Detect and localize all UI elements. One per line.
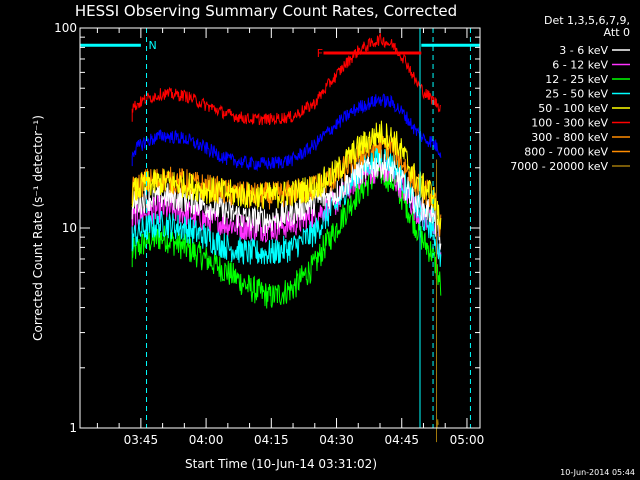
plot-area: N F 1 10 100 03:45 04:00 04:15 04:30 04:45 05:00 bbox=[54, 21, 484, 447]
x-tick-label: 04:00 bbox=[189, 433, 224, 447]
legend-label-0: 3 - 6 keV bbox=[559, 44, 608, 57]
chart-title: HESSI Observing Summary Count Rates, Cor… bbox=[75, 2, 457, 20]
series-line-7 bbox=[131, 93, 442, 172]
y-tick-label: 1 bbox=[69, 421, 77, 435]
footer-timestamp: 10-Jun-2014 05:44 bbox=[560, 468, 635, 477]
annotation-label-0: N bbox=[149, 39, 157, 52]
series-line-2 bbox=[131, 158, 442, 309]
x-tick-label: 03:45 bbox=[124, 433, 159, 447]
series-line-1 bbox=[131, 157, 442, 262]
series-line-4 bbox=[131, 120, 442, 230]
legend-header-line-2: Att 0 bbox=[604, 26, 630, 39]
legend-label-2: 12 - 25 keV bbox=[545, 73, 608, 86]
x-tick-label: 04:30 bbox=[319, 433, 354, 447]
legend-header-line-1: Det 1,3,5,6,7,9, bbox=[544, 14, 630, 27]
legend-label-5: 100 - 300 keV bbox=[531, 117, 608, 130]
x-tick-label: 04:45 bbox=[384, 433, 419, 447]
x-tick-label: 05:00 bbox=[450, 433, 485, 447]
legend-label-7: 800 - 7000 keV bbox=[524, 146, 608, 159]
legend-label-1: 6 - 12 keV bbox=[552, 59, 608, 72]
y-tick-label: 10 bbox=[62, 221, 77, 235]
legend: Det 1,3,5,6,7,9,Att 0 3 - 6 keV 6 - 12 keV… bbox=[510, 14, 630, 173]
legend-label-8: 7000 - 20000 keV bbox=[510, 160, 608, 173]
legend-label-4: 50 - 100 keV bbox=[538, 102, 608, 115]
legend-label-3: 25 - 50 keV bbox=[545, 88, 608, 101]
y-tick-label: 100 bbox=[54, 21, 77, 35]
y-axis-label: Corrected Count Rate (s⁻¹ detector⁻¹) bbox=[31, 115, 45, 341]
series-line-5 bbox=[131, 33, 442, 126]
x-axis-label: Start Time (10-Jun-14 03:31:02) bbox=[185, 457, 377, 471]
annotation-label-2: F bbox=[317, 47, 323, 60]
x-tick-label: 04:15 bbox=[254, 433, 289, 447]
legend-label-6: 300 - 800 keV bbox=[531, 131, 608, 144]
